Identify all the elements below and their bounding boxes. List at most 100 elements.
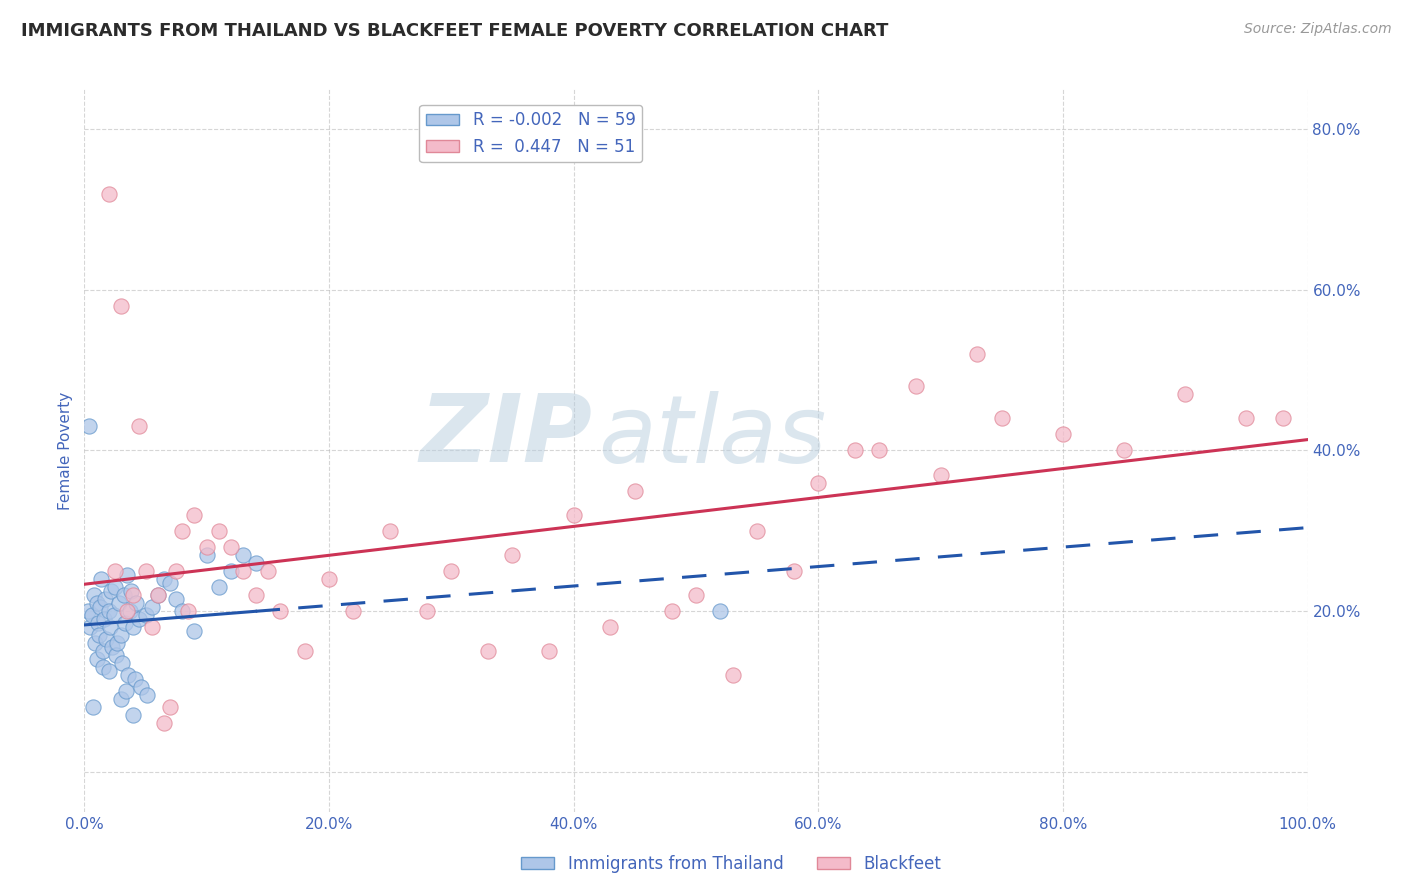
Point [159,576,181,591]
Point [844,443,866,458]
Y-axis label: Female Poverty: Female Poverty [58,392,73,509]
Point [79,620,101,634]
Point [208,580,231,594]
Point [245,588,267,602]
Point [219,564,242,578]
Point [128,612,150,626]
Point [107,596,129,610]
Point [124,673,146,687]
Point [318,572,340,586]
Point [118,604,141,618]
Point [97,186,120,201]
Point [110,692,132,706]
Point [709,604,731,618]
Point [135,608,157,623]
Point [110,299,132,313]
Text: ZIP: ZIP [419,390,592,482]
Point [86,652,108,666]
Point [105,636,128,650]
Point [93,612,115,626]
Point [721,668,744,682]
Point [991,411,1014,425]
Point [208,524,231,538]
Point [84,636,107,650]
Point [661,604,683,618]
Point [135,564,157,578]
Point [115,684,138,698]
Point [120,583,142,598]
Point [146,588,169,602]
Point [342,604,364,618]
Point [89,599,111,614]
Point [747,524,769,538]
Point [105,648,128,662]
Point [115,604,138,618]
Text: atlas: atlas [598,391,827,482]
Point [562,508,585,522]
Point [111,657,134,671]
Point [1114,443,1136,458]
Point [538,644,561,658]
Point [477,644,499,658]
Point [1272,411,1295,425]
Point [115,567,138,582]
Point [172,524,194,538]
Point [183,624,205,639]
Point [966,347,988,361]
Point [294,644,316,658]
Point [141,599,163,614]
Point [177,604,200,618]
Point [141,620,163,634]
Point [599,620,621,634]
Point [77,419,100,434]
Point [929,467,952,482]
Point [101,640,124,655]
Point [90,572,112,586]
Point [159,700,181,714]
Text: Source: ZipAtlas.com: Source: ZipAtlas.com [1244,22,1392,37]
Point [440,564,463,578]
Point [807,475,830,490]
Point [165,592,187,607]
Text: IMMIGRANTS FROM THAILAND VS BLACKFEET FEMALE POVERTY CORRELATION CHART: IMMIGRANTS FROM THAILAND VS BLACKFEET FE… [21,22,889,40]
Point [82,700,104,714]
Point [122,708,145,723]
Point [103,608,125,623]
Point [232,564,254,578]
Point [380,524,402,538]
Point [122,620,145,634]
Point [87,628,110,642]
Point [685,588,707,602]
Point [153,716,176,731]
Point [129,680,152,694]
Point [195,548,218,562]
Point [624,483,647,498]
Point [245,556,267,570]
Point [905,379,928,393]
Point [91,660,114,674]
Point [219,540,242,554]
Point [195,540,218,554]
Point [135,689,157,703]
Point [117,668,139,682]
Point [112,588,135,602]
Point [783,564,806,578]
Point [104,564,127,578]
Point [869,443,891,458]
Point [128,419,150,434]
Point [1236,411,1258,425]
Point [269,604,291,618]
Legend: R = -0.002   N = 59, R =  0.447   N = 51: R = -0.002 N = 59, R = 0.447 N = 51 [419,104,643,162]
Point [183,508,205,522]
Point [80,608,103,623]
Point [146,588,169,602]
Point [232,548,254,562]
Point [416,604,439,618]
Point [125,596,148,610]
Point [122,588,145,602]
Point [114,615,136,630]
Point [1174,387,1197,401]
Point [97,604,120,618]
Point [96,632,118,646]
Point [83,588,105,602]
